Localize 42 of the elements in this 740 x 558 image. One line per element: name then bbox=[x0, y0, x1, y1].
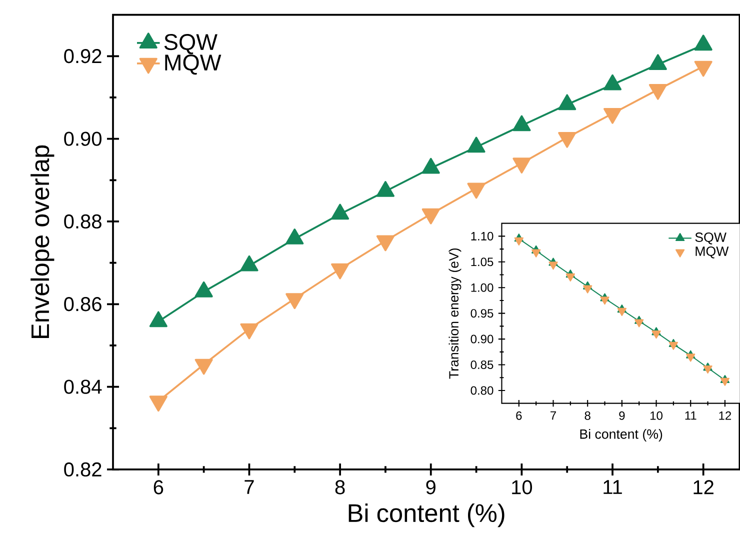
x-tick-label: 8 bbox=[335, 480, 345, 494]
y-tick-label: 0.92 bbox=[64, 49, 102, 64]
x-tick-label: 7 bbox=[550, 411, 556, 420]
legend-label: SQW bbox=[164, 34, 218, 54]
x-tick-label: 9 bbox=[619, 411, 625, 420]
legend-label: SQW bbox=[695, 232, 726, 244]
x-tick-label: 11 bbox=[604, 480, 622, 494]
y-tick-label: 0.90 bbox=[64, 132, 102, 146]
x-tick-label: 11 bbox=[685, 411, 696, 420]
x-tick-label: 12 bbox=[719, 411, 732, 420]
x-tick-label: 10 bbox=[650, 411, 662, 420]
point bbox=[652, 330, 661, 339]
x-axis-title: Bi content (%) bbox=[348, 503, 504, 528]
y-tick-label: 0.84 bbox=[64, 380, 102, 394]
y-tick-label: 0.95 bbox=[470, 309, 494, 318]
y-tick-label: 0.85 bbox=[470, 360, 494, 370]
x-tick-label: 7 bbox=[244, 480, 254, 494]
legend-label: MQW bbox=[165, 54, 222, 75]
y-tick-label: 0.86 bbox=[64, 297, 102, 312]
x-tick-label: 12 bbox=[694, 480, 714, 494]
x-tick-label: 8 bbox=[584, 411, 590, 420]
x-tick-label: 6 bbox=[516, 411, 522, 420]
x-tick-label: 10 bbox=[512, 480, 532, 494]
point bbox=[703, 365, 712, 374]
point bbox=[668, 342, 678, 350]
x-tick-label: 9 bbox=[426, 480, 436, 494]
point bbox=[634, 319, 644, 328]
point bbox=[686, 354, 696, 362]
y-tick-label: 0.88 bbox=[64, 214, 102, 229]
y-tick-label: 0.90 bbox=[470, 334, 494, 344]
legend-label: MQW bbox=[696, 246, 729, 258]
y-tick-label: 0.82 bbox=[64, 462, 102, 477]
y-axis-title: Transition energy (eV) bbox=[448, 248, 462, 379]
point bbox=[720, 378, 730, 386]
y-tick-label: 1.00 bbox=[471, 283, 494, 292]
y-axis-title: Envelope overlap bbox=[30, 145, 54, 338]
y-tick-label: 0.80 bbox=[470, 386, 494, 395]
x-tick-label: 6 bbox=[154, 480, 164, 494]
y-tick-label: 1.10 bbox=[471, 232, 494, 240]
y-tick-label: 1.05 bbox=[471, 258, 494, 266]
x-axis-title: Bi content (%) bbox=[580, 429, 662, 442]
point bbox=[617, 308, 627, 316]
